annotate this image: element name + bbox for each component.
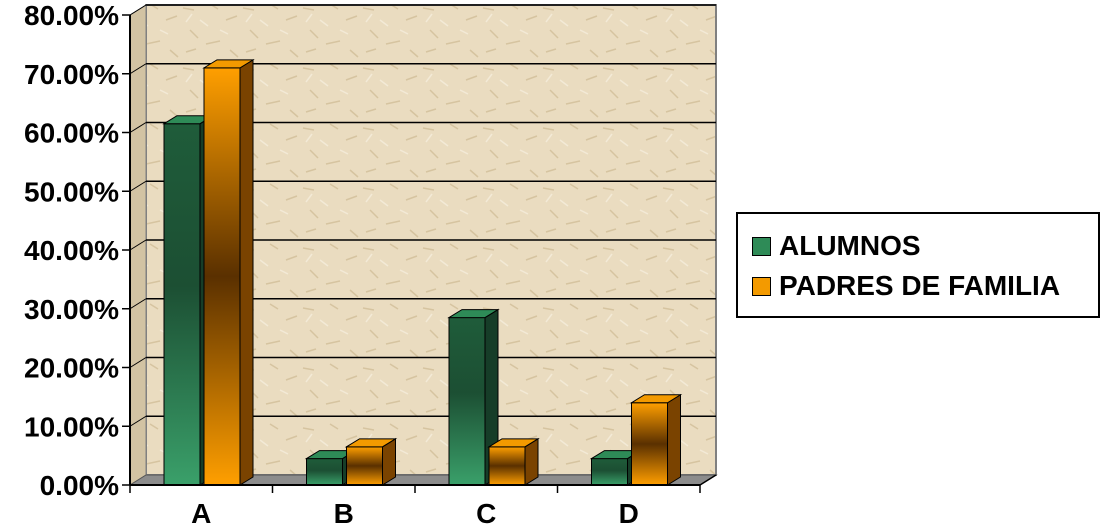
legend-swatch-alumnos — [752, 236, 771, 256]
floor-edge — [699, 474, 717, 486]
bar-top — [202, 59, 255, 69]
bar-side — [239, 58, 254, 486]
bar-front — [631, 402, 668, 486]
y-axis-tick-labels: 0.00% 10.00% 20.00% 30.00% 40.00% 50.00% 60.00… — [24, 0, 119, 501]
gridline-side — [129, 357, 147, 368]
bar-top — [629, 394, 683, 404]
x-category-label: B — [334, 498, 354, 525]
bar-side — [667, 393, 681, 486]
gridline-side — [129, 415, 147, 427]
y-tick-label: 20.00% — [24, 353, 119, 384]
bar-front — [591, 458, 628, 486]
bars — [162, 58, 683, 486]
gridline-side — [129, 239, 147, 251]
gridline-side — [129, 122, 147, 133]
y-tick-label: 30.00% — [24, 294, 119, 325]
gridline-side — [129, 180, 147, 192]
y-tick-label: 80.00% — [24, 0, 119, 31]
y-tick-label: 70.00% — [24, 59, 119, 90]
x-category-label: C — [476, 498, 496, 525]
y-tick-label: 60.00% — [24, 118, 119, 149]
bar-alumnos-C — [447, 308, 500, 486]
bar-top — [344, 438, 398, 448]
gridline-side — [129, 63, 147, 75]
axes — [122, 14, 717, 493]
bar-front — [163, 123, 201, 486]
bar-front — [346, 446, 383, 486]
bar-padres-de-familia-B — [344, 437, 398, 486]
x-category-label: A — [191, 498, 211, 525]
bar-top — [487, 438, 540, 448]
x-category-label: D — [619, 498, 639, 525]
y-tick-label: 40.00% — [24, 235, 119, 266]
bar-top — [447, 309, 500, 319]
bar-padres-de-familia-A — [202, 58, 255, 486]
bar-padres-de-familia-D — [629, 393, 683, 486]
x-axis-category-labels: A B C D — [191, 498, 639, 525]
gridline-side — [129, 298, 147, 310]
legend-label-alumnos: ALUMNOS — [779, 230, 921, 261]
y-tick-label: 10.00% — [24, 411, 119, 442]
bar-front — [306, 458, 343, 486]
bar-front — [448, 317, 486, 486]
legend: ALUMNOS PADRES DE FAMILIA — [736, 212, 1100, 318]
legend-swatch-padres — [752, 276, 771, 296]
legend-item-padres: PADRES DE FAMILIA — [752, 270, 1061, 301]
bar-front — [488, 446, 526, 486]
gridline-side — [129, 4, 147, 16]
legend-item-alumnos: ALUMNOS — [752, 230, 921, 261]
legend-label-padres: PADRES DE FAMILIA — [779, 270, 1061, 301]
bar-padres-de-familia-C — [487, 437, 540, 486]
y-tick-label: 0.00% — [40, 470, 119, 501]
bar-front — [203, 67, 241, 486]
y-tick-label: 50.00% — [24, 176, 119, 207]
